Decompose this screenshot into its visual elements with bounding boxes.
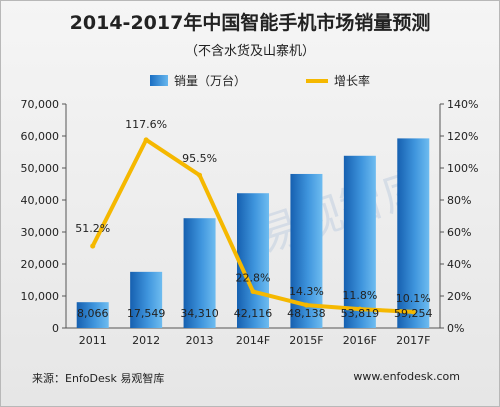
y-right-tick-label: 0% [447,322,464,335]
growth-value-label: 10.1% [396,292,431,305]
y-left-tick-label: 50,000 [21,162,60,175]
bar-value-label: 17,549 [127,307,166,320]
bar [183,218,216,328]
y-right-tick-label: 40% [447,258,471,271]
bar [397,138,430,328]
legend-item-growth: 增长率 [306,72,370,89]
growth-value-label: 51.2% [75,222,110,235]
x-tick-label: 2012 [132,334,160,347]
chart-title: 2014-2017年中国智能手机市场销量预测 [69,12,431,34]
growth-point [410,309,416,315]
x-tick-label: 2017F [396,334,430,347]
y-right-tick-label: 80% [447,194,471,207]
x-tick-label: 2013 [186,334,214,347]
y-right-tick-label: 140% [447,98,478,111]
legend-swatch-growth [306,78,328,83]
growth-point [250,289,256,295]
y-left-tick-label: 20,000 [21,258,60,271]
legend-label-sales: 销量（万台） [174,74,247,88]
y-left-tick-label: 60,000 [21,130,60,143]
y-left-tick-label: 0 [52,322,59,335]
bar-value-label: 8,066 [77,307,109,320]
growth-value-label: 11.8% [342,289,377,302]
bar [343,155,376,328]
bar-value-label: 48,138 [287,307,326,320]
growth-value-label: 14.3% [289,285,324,298]
y-left-tick-label: 30,000 [21,226,60,239]
y-right-tick-label: 120% [447,130,478,143]
growth-point [357,306,363,312]
bar-value-label: 34,310 [180,307,219,320]
x-tick-label: 2014F [236,334,270,347]
legend-item-sales: 销量（万台） [150,72,246,89]
y-left-tick-label: 70,000 [21,98,60,111]
chart-subtitle: （不含水货及山寨机） [184,44,315,59]
x-tick-label: 2015F [289,334,323,347]
growth-point [143,137,149,143]
bar [130,271,163,328]
y-left-tick-label: 10,000 [21,290,60,303]
bar-value-label: 42,116 [234,307,273,320]
bar [76,302,109,328]
y-right-tick-label: 100% [447,162,478,175]
growth-value-label: 117.6% [125,118,167,131]
x-tick-label: 2016F [343,334,377,347]
y-left-tick-label: 40,000 [21,194,60,207]
y-right-tick-label: 60% [447,226,471,239]
growth-value-label: 22.8% [236,272,271,285]
bar-value-label: 59,254 [394,307,433,320]
bar-value-label: 53,819 [341,307,380,320]
legend-swatch-sales [150,75,168,86]
source-note: 来源：EnfoDesk 易观智库 [32,372,165,385]
bar [237,193,269,328]
growth-point [197,172,203,178]
y-right-tick-label: 20% [447,290,471,303]
growth-value-label: 95.5% [182,152,217,165]
source-website: www.enfodesk.com [353,370,460,383]
x-tick-label: 2011 [79,334,107,347]
growth-point [303,302,309,308]
legend-label-growth: 增长率 [334,74,371,88]
growth-point [90,243,96,249]
